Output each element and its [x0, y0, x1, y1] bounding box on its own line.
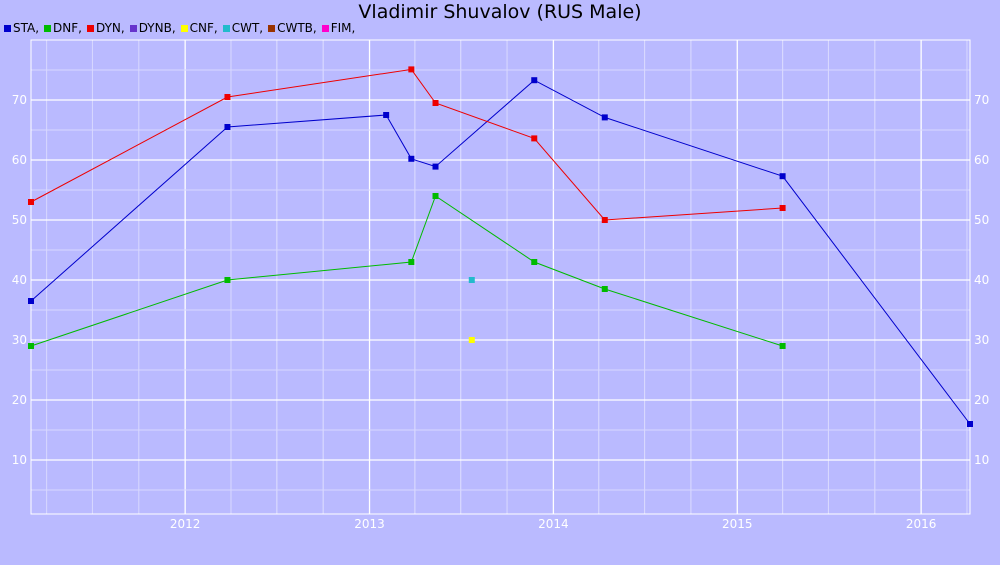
legend-item-dynb: DYNB,: [129, 21, 176, 35]
data-point-dyn: [408, 66, 415, 73]
y-tick-label-right: 50: [974, 213, 989, 227]
legend-label-cwt: CWT,: [231, 21, 264, 35]
y-tick-label-left: 50: [12, 213, 27, 227]
x-tick-label: 2016: [906, 517, 937, 531]
data-point-cwt: [468, 277, 475, 283]
data-point-sta: [408, 155, 415, 162]
data-point-dnf: [224, 277, 231, 283]
y-tick-label-left: 20: [12, 393, 27, 407]
legend-item-fim: FIM,: [321, 21, 356, 35]
legend-swatch-sta: [4, 24, 11, 32]
legend-label-dyn: DYN,: [95, 21, 125, 35]
legend-item-dnf: DNF,: [44, 21, 82, 35]
legend-label-cnf: CNF,: [189, 21, 218, 35]
x-tick-label: 2013: [354, 517, 385, 531]
data-point-cnf: [468, 337, 475, 343]
legend: STA, DNF, DYN, DYNB, CNF, CWT, CWTB, FI: [4, 21, 360, 35]
data-point-sta: [601, 114, 608, 121]
data-point-sta: [531, 77, 538, 84]
legend-label-cwtb: CWTB,: [277, 21, 317, 35]
data-point-dyn: [779, 205, 786, 211]
legend-swatch-cwt: [222, 24, 230, 32]
data-point-sta: [224, 124, 231, 130]
legend-label-fim: FIM,: [330, 21, 356, 35]
legend-item-cwtb: CWTB,: [268, 21, 317, 35]
data-point-sta: [779, 173, 786, 180]
legend-item-cnf: CNF,: [180, 21, 218, 35]
data-point-dyn: [28, 199, 34, 205]
data-point-dyn: [531, 135, 538, 142]
data-point-sta: [432, 163, 439, 170]
x-tick-label: 2014: [538, 517, 569, 531]
plot-frame: [30, 39, 971, 515]
data-point-dnf: [531, 259, 538, 265]
legend-swatch-dynb: [129, 24, 137, 32]
x-tick-label: 2015: [722, 517, 753, 531]
data-point-dyn: [601, 217, 608, 223]
series-line-sta: [30, 79, 971, 425]
legend-swatch-cwtb: [268, 24, 276, 32]
x-tick-label: 2012: [170, 517, 201, 531]
y-tick-label-left: 60: [12, 153, 27, 167]
data-point-sta: [383, 112, 390, 118]
legend-item-cwt: CWT,: [222, 21, 264, 35]
data-point-dnf: [432, 193, 439, 199]
y-tick-label-right: 10: [974, 453, 989, 467]
legend-item-dyn: DYN,: [86, 21, 125, 35]
data-point-dyn: [224, 94, 231, 100]
y-tick-label-left: 10: [12, 453, 27, 467]
chart-title: Vladimir Shuvalov (RUS Male): [358, 1, 642, 23]
data-point-sta: [28, 298, 34, 304]
data-point-dnf: [28, 343, 34, 349]
y-tick-label-right: 20: [974, 393, 989, 407]
y-tick-label-right: 30: [974, 333, 989, 347]
y-tick-label-right: 70: [974, 93, 989, 107]
y-tick-label-left: 30: [12, 333, 27, 347]
legend-label-dnf: DNF,: [53, 21, 82, 35]
data-point-sta: [967, 421, 973, 427]
legend-swatch-fim: [321, 24, 329, 32]
series-line-dyn: [30, 68, 783, 221]
y-tick-label-left: 70: [12, 93, 27, 107]
y-tick-label-left: 40: [12, 273, 27, 287]
legend-label-dynb: DYNB,: [138, 21, 176, 35]
legend-swatch-dyn: [86, 24, 94, 32]
data-point-dnf: [779, 343, 786, 349]
series-line-dnf: [30, 195, 783, 347]
y-tick-label-right: 40: [974, 273, 989, 287]
legend-swatch-dnf: [44, 24, 52, 32]
y-tick-label-right: 60: [974, 153, 989, 167]
legend-label-sta: STA,: [13, 21, 40, 35]
legend-item-sta: STA,: [4, 21, 39, 35]
legend-swatch-cnf: [180, 24, 188, 32]
data-point-dnf: [601, 286, 608, 292]
data-point-dnf: [408, 259, 415, 265]
data-point-dyn: [432, 100, 439, 106]
